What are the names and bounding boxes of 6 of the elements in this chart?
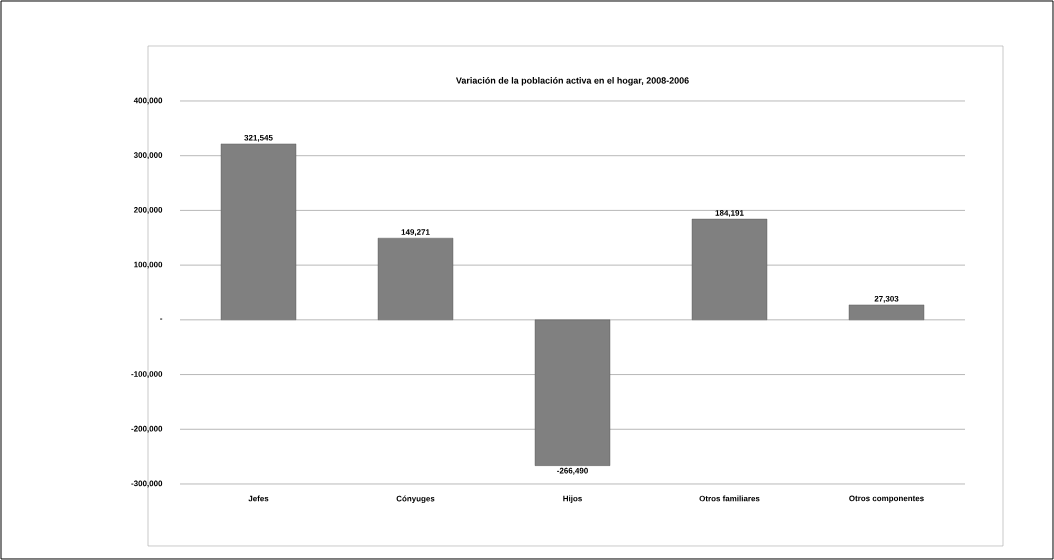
bar bbox=[848, 304, 925, 321]
bar bbox=[534, 319, 611, 466]
bar bbox=[691, 218, 768, 321]
chart-title: Variación de la población activa en el hogar, 2008-2006 bbox=[455, 77, 689, 86]
bar bbox=[220, 143, 297, 321]
bar bbox=[377, 237, 454, 321]
